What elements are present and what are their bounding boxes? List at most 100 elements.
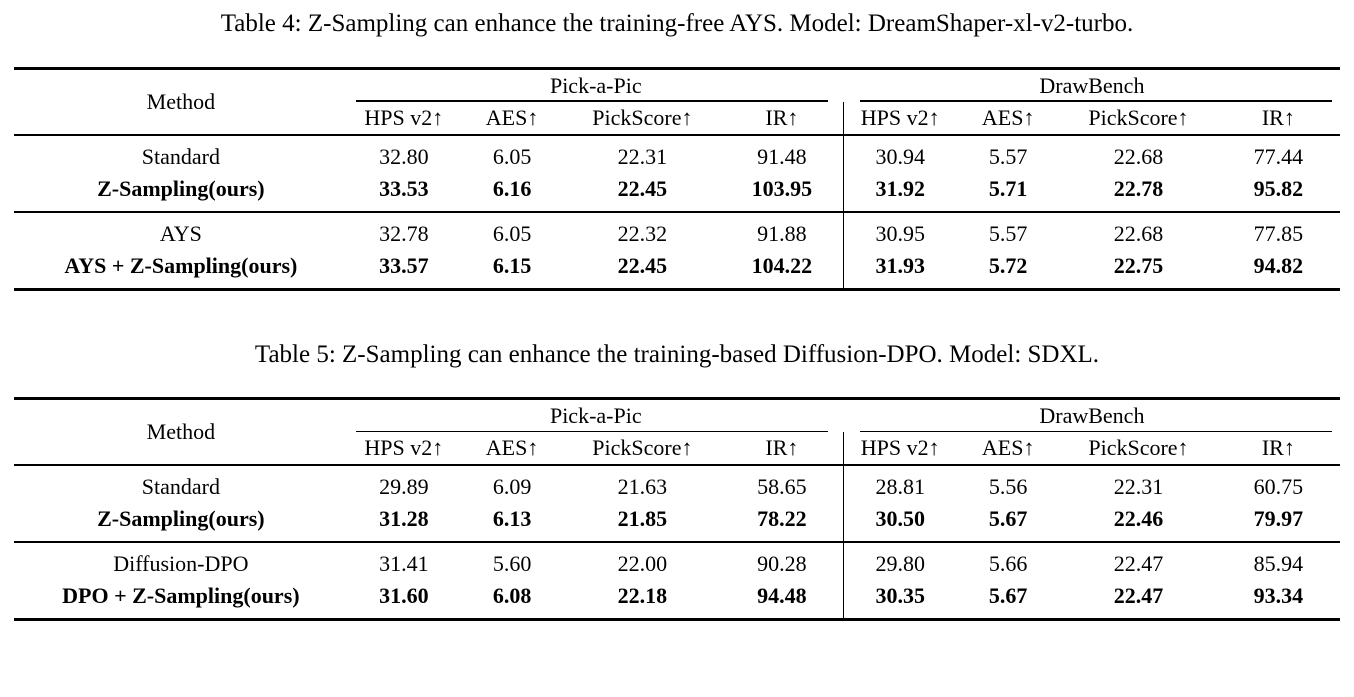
value-cell: 77.44	[1253, 143, 1304, 169]
value-cell: 32.80	[379, 143, 429, 169]
value-cell: 103.95	[720, 172, 844, 213]
value-cell: 30.35	[843, 580, 957, 620]
value-cell: 79.97	[1216, 503, 1340, 543]
value-cell: 28.81	[843, 465, 957, 503]
header-ir: IR↑	[1216, 432, 1340, 466]
header-ir: IR↑	[720, 101, 844, 136]
row-dpo-z-sampling-ours: DPO + Z-Sampling(ours) 31.60 6.08 22.18 …	[14, 580, 1340, 620]
value-cell: 5.67	[956, 503, 1061, 543]
value-cell: 78.22	[720, 503, 844, 543]
value-cell: 5.60	[492, 551, 532, 576]
value-cell: 95.82	[1216, 172, 1340, 213]
value-cell: 22.68	[1113, 220, 1164, 246]
value-cell: 5.67	[988, 583, 1028, 608]
row-ays: AYS 32.78 6.05 22.32 91.88 30.95 5.57 22…	[14, 211, 1340, 250]
header-pickscore: PickScore↑	[564, 432, 721, 466]
value-cell: 29.80	[843, 542, 957, 580]
header-pickscore: PickScore↑	[1060, 101, 1217, 136]
method-cell: AYS	[159, 220, 202, 246]
group-header-row: Method Pick-a-Pic DrawBench	[14, 68, 1340, 136]
value-cell: 94.82	[1253, 252, 1304, 278]
value-cell: 31.92	[843, 172, 957, 213]
value-cell: 5.57	[988, 143, 1028, 169]
method-cell: Z-Sampling(ours)	[14, 172, 348, 213]
table-4-figure: Table 4: Z-Sampling can enhance the trai…	[14, 8, 1340, 291]
value-cell: 21.63	[617, 474, 668, 499]
value-cell: 85.94	[1253, 551, 1304, 576]
value-cell: 6.05	[492, 143, 532, 169]
table-4-caption: Table 4: Z-Sampling can enhance the trai…	[220, 10, 1134, 37]
value-cell: 22.45	[564, 172, 721, 213]
row-standard: Standard 32.80 6.05 22.31 91.48 30.94 5.…	[14, 134, 1340, 173]
table-5: Method Pick-a-Pic DrawBench HPS v2↑ AES↑…	[14, 397, 1340, 621]
value-cell: 29.89	[379, 474, 429, 499]
value-cell: 22.00	[617, 551, 668, 576]
value-cell: 33.57	[379, 252, 429, 278]
value-cell: 21.85	[564, 503, 721, 543]
header-ir: IR↑	[1216, 101, 1340, 136]
header-aes: AES↑	[459, 432, 565, 466]
header-group-pick-a-pic: Pick-a-Pic	[348, 399, 844, 433]
table-4: Method Pick-a-Pic DrawBench HPS v2↑ AES↑…	[14, 66, 1340, 291]
table-5-figure: Table 5: Z-Sampling can enhance the trai…	[14, 339, 1340, 621]
header-group-pick-a-pic: Pick-a-Pic	[348, 68, 844, 102]
value-cell: 5.72	[988, 252, 1028, 278]
value-cell: 30.95	[843, 211, 957, 250]
header-ir: IR↑	[720, 432, 844, 466]
value-cell: 30.94	[843, 134, 957, 173]
header-method: Method	[14, 398, 348, 466]
value-cell: 93.34	[1253, 583, 1304, 608]
method-cell: Diffusion-DPO	[113, 551, 249, 576]
subheader-row: HPS v2↑ AES↑ PickScore↑ IR↑ HPS v2↑ AES↑…	[14, 101, 1340, 136]
value-cell: 22.32	[617, 220, 668, 246]
value-cell: 22.31	[1113, 474, 1164, 499]
method-cell: Standard	[141, 143, 220, 169]
value-cell: 31.93	[843, 249, 957, 289]
header-pickscore: PickScore↑	[1060, 432, 1217, 466]
value-cell: 6.08	[492, 583, 532, 608]
value-cell: 58.65	[757, 474, 807, 499]
value-cell: 91.48	[757, 143, 807, 169]
row-standard: Standard 29.89 6.09 21.63 58.65 28.81 5.…	[14, 465, 1340, 503]
value-cell: 6.15	[492, 252, 532, 278]
method-cell: Standard	[141, 474, 220, 499]
value-cell: 60.75	[1253, 474, 1304, 499]
table-5-caption: Table 5: Z-Sampling can enhance the trai…	[254, 340, 1100, 368]
value-cell: 6.05	[492, 220, 532, 246]
row-z-sampling-ours: Z-Sampling(ours) 31.28 6.13 21.85 78.22 …	[14, 503, 1340, 543]
header-aes: AES↑	[956, 432, 1061, 466]
value-cell: 5.57	[988, 220, 1028, 246]
header-aes: AES↑	[956, 101, 1061, 136]
value-cell: 6.16	[459, 172, 565, 213]
value-cell: 94.48	[757, 583, 807, 608]
value-cell: 31.60	[379, 583, 429, 608]
header-group-drawbench: DrawBench	[844, 399, 1340, 433]
value-cell: 90.28	[757, 551, 807, 576]
header-hps-v2: HPS v2↑	[347, 432, 460, 466]
value-cell: 5.71	[956, 172, 1061, 213]
value-cell: 31.41	[379, 551, 429, 576]
value-cell: 30.50	[843, 503, 957, 543]
value-cell: 5.56	[988, 474, 1028, 499]
value-cell: 6.09	[492, 474, 532, 499]
value-cell: 33.53	[347, 172, 460, 213]
method-cell: Z-Sampling(ours)	[14, 503, 348, 543]
row-ays-z-sampling-ours: AYS + Z-Sampling(ours) 33.57 6.15 22.45 …	[14, 249, 1340, 289]
value-cell: 104.22	[751, 252, 813, 278]
value-cell: 22.46	[1060, 503, 1217, 543]
header-method: Method	[14, 68, 348, 136]
group-header-row: Method Pick-a-Pic DrawBench	[14, 398, 1340, 466]
header-hps-v2: HPS v2↑	[843, 101, 957, 136]
header-hps-v2: HPS v2↑	[347, 101, 460, 136]
subheader-row: HPS v2↑ AES↑ PickScore↑ IR↑ HPS v2↑ AES↑…	[14, 432, 1340, 466]
header-aes: AES↑	[459, 101, 565, 136]
value-cell: 22.47	[1113, 551, 1164, 576]
header-pickscore: PickScore↑	[564, 101, 721, 136]
value-cell: 32.78	[379, 220, 429, 246]
row-diffusion-dpo: Diffusion-DPO 31.41 5.60 22.00 90.28 29.…	[14, 542, 1340, 580]
row-z-sampling-ours: Z-Sampling(ours) 33.53 6.16 22.45 103.95…	[14, 172, 1340, 213]
header-hps-v2: HPS v2↑	[843, 432, 957, 466]
value-cell: 22.18	[617, 583, 668, 608]
value-cell: 22.31	[617, 143, 668, 169]
